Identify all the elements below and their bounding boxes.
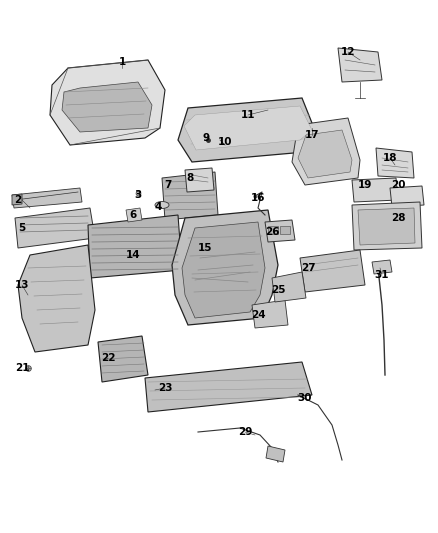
Text: 16: 16 (251, 193, 265, 203)
Polygon shape (372, 260, 392, 274)
Polygon shape (390, 186, 424, 207)
Text: 30: 30 (298, 393, 312, 403)
Polygon shape (268, 226, 278, 234)
Text: 3: 3 (134, 190, 141, 200)
Text: 12: 12 (341, 47, 355, 57)
Polygon shape (280, 226, 290, 234)
Polygon shape (292, 118, 360, 185)
Polygon shape (88, 215, 182, 278)
Polygon shape (266, 446, 285, 462)
Text: 4: 4 (154, 202, 162, 212)
Text: 18: 18 (383, 153, 397, 163)
Text: 27: 27 (301, 263, 315, 273)
Polygon shape (376, 148, 414, 178)
Polygon shape (62, 82, 152, 132)
Text: 8: 8 (187, 173, 194, 183)
Text: 5: 5 (18, 223, 26, 233)
Text: 9: 9 (202, 133, 209, 143)
Polygon shape (300, 250, 365, 292)
Text: 13: 13 (15, 280, 29, 290)
Text: 10: 10 (218, 137, 232, 147)
Text: 1: 1 (118, 57, 126, 67)
Polygon shape (15, 208, 95, 248)
Polygon shape (352, 202, 422, 250)
Polygon shape (338, 48, 382, 82)
Polygon shape (162, 172, 218, 220)
Text: 28: 28 (391, 213, 405, 223)
Text: 22: 22 (101, 353, 115, 363)
Text: 6: 6 (129, 210, 137, 220)
Polygon shape (126, 208, 142, 222)
Polygon shape (298, 130, 352, 178)
Polygon shape (352, 178, 398, 202)
Text: 25: 25 (271, 285, 285, 295)
Polygon shape (272, 272, 306, 302)
Polygon shape (12, 194, 22, 205)
Text: 26: 26 (265, 227, 279, 237)
Ellipse shape (155, 201, 169, 208)
Polygon shape (358, 208, 415, 245)
Text: 11: 11 (241, 110, 255, 120)
Polygon shape (185, 168, 214, 192)
Text: 29: 29 (238, 427, 252, 437)
Polygon shape (172, 210, 278, 325)
Polygon shape (98, 336, 148, 382)
Text: 20: 20 (391, 180, 405, 190)
Text: 14: 14 (126, 250, 140, 260)
Polygon shape (252, 300, 288, 328)
Polygon shape (18, 245, 95, 352)
Polygon shape (178, 98, 318, 162)
Polygon shape (50, 60, 165, 145)
Text: 7: 7 (164, 180, 172, 190)
Text: 15: 15 (198, 243, 212, 253)
Text: 2: 2 (14, 195, 21, 205)
Polygon shape (145, 362, 312, 412)
Text: 21: 21 (15, 363, 29, 373)
Polygon shape (182, 222, 265, 318)
Text: 24: 24 (251, 310, 265, 320)
Text: 31: 31 (375, 270, 389, 280)
Polygon shape (184, 106, 312, 150)
Text: 19: 19 (358, 180, 372, 190)
Text: 17: 17 (305, 130, 319, 140)
Polygon shape (265, 220, 295, 242)
Text: 23: 23 (158, 383, 172, 393)
Polygon shape (12, 188, 82, 208)
